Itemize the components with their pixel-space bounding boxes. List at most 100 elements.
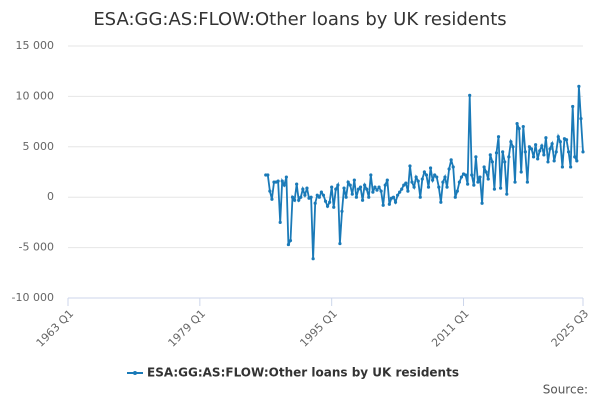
point <box>286 242 291 247</box>
point <box>379 189 383 193</box>
point <box>358 185 363 189</box>
point <box>552 159 556 163</box>
point <box>445 185 449 189</box>
point <box>529 147 534 151</box>
point <box>449 158 453 162</box>
x-tick-label: 2025 Q3 <box>549 307 592 350</box>
point <box>330 185 334 189</box>
point <box>410 180 414 184</box>
point <box>505 192 509 196</box>
point <box>581 150 585 154</box>
point <box>420 177 424 181</box>
point <box>402 183 406 187</box>
point <box>437 185 441 189</box>
point <box>418 195 422 199</box>
point <box>398 190 402 194</box>
point <box>431 178 435 182</box>
point <box>412 185 416 189</box>
y-tick-label: 0 <box>47 190 54 203</box>
point <box>488 153 492 157</box>
point <box>301 187 305 191</box>
point <box>540 144 544 148</box>
point <box>544 136 548 140</box>
point <box>546 160 550 164</box>
y-tick-label: 15 000 <box>16 39 55 52</box>
x-tick-label: 1995 Q1 <box>297 307 340 350</box>
point <box>350 192 354 196</box>
point <box>501 150 505 154</box>
point <box>517 127 521 131</box>
y-tick-label: -5 000 <box>19 241 54 254</box>
point <box>404 181 408 185</box>
point <box>396 193 400 197</box>
point <box>455 189 459 193</box>
point <box>564 138 569 142</box>
point <box>486 177 490 181</box>
point <box>360 198 365 202</box>
point <box>496 135 501 139</box>
point <box>556 135 560 139</box>
point <box>299 195 303 199</box>
point <box>408 164 412 168</box>
point <box>377 185 381 189</box>
point <box>527 145 532 149</box>
point <box>519 170 523 174</box>
point <box>391 195 396 199</box>
point <box>499 186 503 190</box>
point <box>521 125 525 129</box>
point <box>451 165 455 169</box>
point <box>284 175 288 179</box>
point <box>385 178 389 182</box>
point <box>536 157 540 161</box>
point <box>406 189 410 193</box>
point <box>482 165 486 169</box>
point <box>531 155 536 159</box>
point <box>288 238 293 243</box>
point <box>507 155 511 159</box>
point <box>354 195 358 199</box>
point <box>474 155 478 159</box>
point <box>344 195 348 199</box>
point <box>575 159 579 163</box>
point <box>334 187 338 191</box>
point <box>356 187 361 191</box>
point <box>323 199 328 203</box>
point <box>270 197 274 201</box>
point <box>352 178 356 182</box>
point <box>295 182 299 186</box>
x-tick-label: 1963 Q1 <box>34 307 77 350</box>
point <box>490 160 494 164</box>
point <box>459 175 464 179</box>
point <box>325 204 330 208</box>
point <box>363 183 367 187</box>
point <box>443 175 447 179</box>
point <box>416 179 420 183</box>
point <box>387 202 391 206</box>
point <box>414 175 418 179</box>
point <box>513 180 517 184</box>
point <box>422 170 426 174</box>
point <box>383 183 387 187</box>
point <box>268 189 272 193</box>
point <box>484 170 488 174</box>
point <box>348 183 352 187</box>
x-tick-label: 2011 Q1 <box>429 307 472 350</box>
point <box>317 195 321 199</box>
point <box>433 173 437 177</box>
point <box>468 93 472 97</box>
point <box>472 183 476 187</box>
point <box>447 167 451 171</box>
y-tick-label: 10 000 <box>16 89 55 102</box>
point <box>534 143 538 147</box>
point <box>480 201 484 205</box>
y-tick-label: 5 000 <box>23 140 55 153</box>
point <box>365 187 369 191</box>
point <box>340 209 344 213</box>
point <box>439 200 443 204</box>
point <box>367 195 371 199</box>
point <box>558 140 562 144</box>
point <box>542 153 546 157</box>
point <box>515 122 519 126</box>
point <box>369 173 373 177</box>
point <box>393 200 398 204</box>
